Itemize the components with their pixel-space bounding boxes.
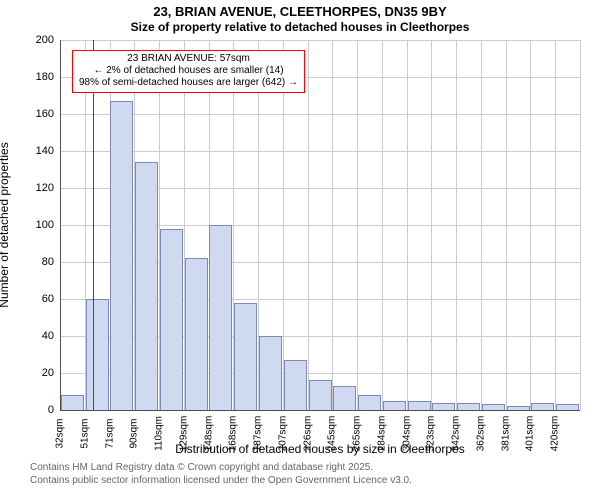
- callout-line: 23 BRIAN AVENUE: 57sqm: [79, 53, 298, 65]
- footer-line-1: Contains HM Land Registry data © Crown c…: [30, 462, 590, 473]
- gridline-v: [407, 40, 408, 410]
- gridline-h: [60, 410, 580, 411]
- gridline-v: [60, 40, 61, 410]
- gridline-v: [580, 40, 581, 410]
- footer-line-2: Contains public sector information licen…: [30, 475, 590, 486]
- callout-line: ← 2% of detached houses are smaller (14): [79, 65, 298, 77]
- y-tick-label: 80: [14, 256, 54, 268]
- gridline-v: [357, 40, 358, 410]
- histogram-bar: [234, 303, 257, 410]
- y-tick-label: 0: [14, 404, 54, 416]
- histogram-bar: [284, 360, 307, 410]
- y-tick-label: 40: [14, 330, 54, 342]
- chart-title: 23, BRIAN AVENUE, CLEETHORPES, DN35 9BY: [0, 4, 600, 19]
- histogram-bar: [482, 404, 505, 410]
- chart-container: 23, BRIAN AVENUE, CLEETHORPES, DN35 9BY …: [0, 0, 600, 500]
- histogram-bar: [457, 403, 480, 410]
- gridline-v: [481, 40, 482, 410]
- histogram-bar: [110, 101, 133, 410]
- y-tick-label: 160: [14, 108, 54, 120]
- y-tick-label: 20: [14, 367, 54, 379]
- histogram-bar: [531, 403, 554, 410]
- histogram-bar: [61, 395, 84, 410]
- histogram-bar: [358, 395, 381, 410]
- gridline-v: [530, 40, 531, 410]
- histogram-bar: [160, 229, 183, 410]
- y-tick-label: 200: [14, 34, 54, 46]
- gridline-h: [60, 151, 580, 152]
- histogram-bar: [408, 401, 431, 410]
- x-axis-label: Distribution of detached houses by size …: [60, 442, 580, 456]
- gridline-v: [382, 40, 383, 410]
- y-tick-label: 140: [14, 145, 54, 157]
- histogram-bar: [135, 162, 158, 410]
- plot-area: [60, 40, 580, 410]
- histogram-bar: [556, 404, 579, 410]
- gridline-h: [60, 114, 580, 115]
- y-tick-label: 180: [14, 71, 54, 83]
- histogram-bar: [86, 299, 109, 410]
- histogram-bar: [383, 401, 406, 410]
- histogram-bar: [185, 258, 208, 410]
- y-tick-label: 60: [14, 293, 54, 305]
- histogram-bar: [209, 225, 232, 410]
- property-marker-line: [93, 40, 94, 410]
- y-tick-label: 120: [14, 182, 54, 194]
- y-axis-label: Number of detached properties: [0, 75, 11, 375]
- gridline-v: [456, 40, 457, 410]
- histogram-bar: [309, 380, 332, 410]
- histogram-bar: [333, 386, 356, 410]
- callout-line: 98% of semi-detached houses are larger (…: [79, 77, 298, 89]
- gridline-v: [308, 40, 309, 410]
- gridline-v: [283, 40, 284, 410]
- gridline-h: [60, 40, 580, 41]
- gridline-v: [431, 40, 432, 410]
- gridline-v: [555, 40, 556, 410]
- histogram-bar: [259, 336, 282, 410]
- y-tick-label: 100: [14, 219, 54, 231]
- gridline-v: [332, 40, 333, 410]
- histogram-bar: [432, 403, 455, 410]
- property-callout: 23 BRIAN AVENUE: 57sqm← 2% of detached h…: [72, 50, 305, 93]
- gridline-v: [506, 40, 507, 410]
- histogram-bar: [507, 406, 530, 410]
- chart-subtitle: Size of property relative to detached ho…: [0, 20, 600, 34]
